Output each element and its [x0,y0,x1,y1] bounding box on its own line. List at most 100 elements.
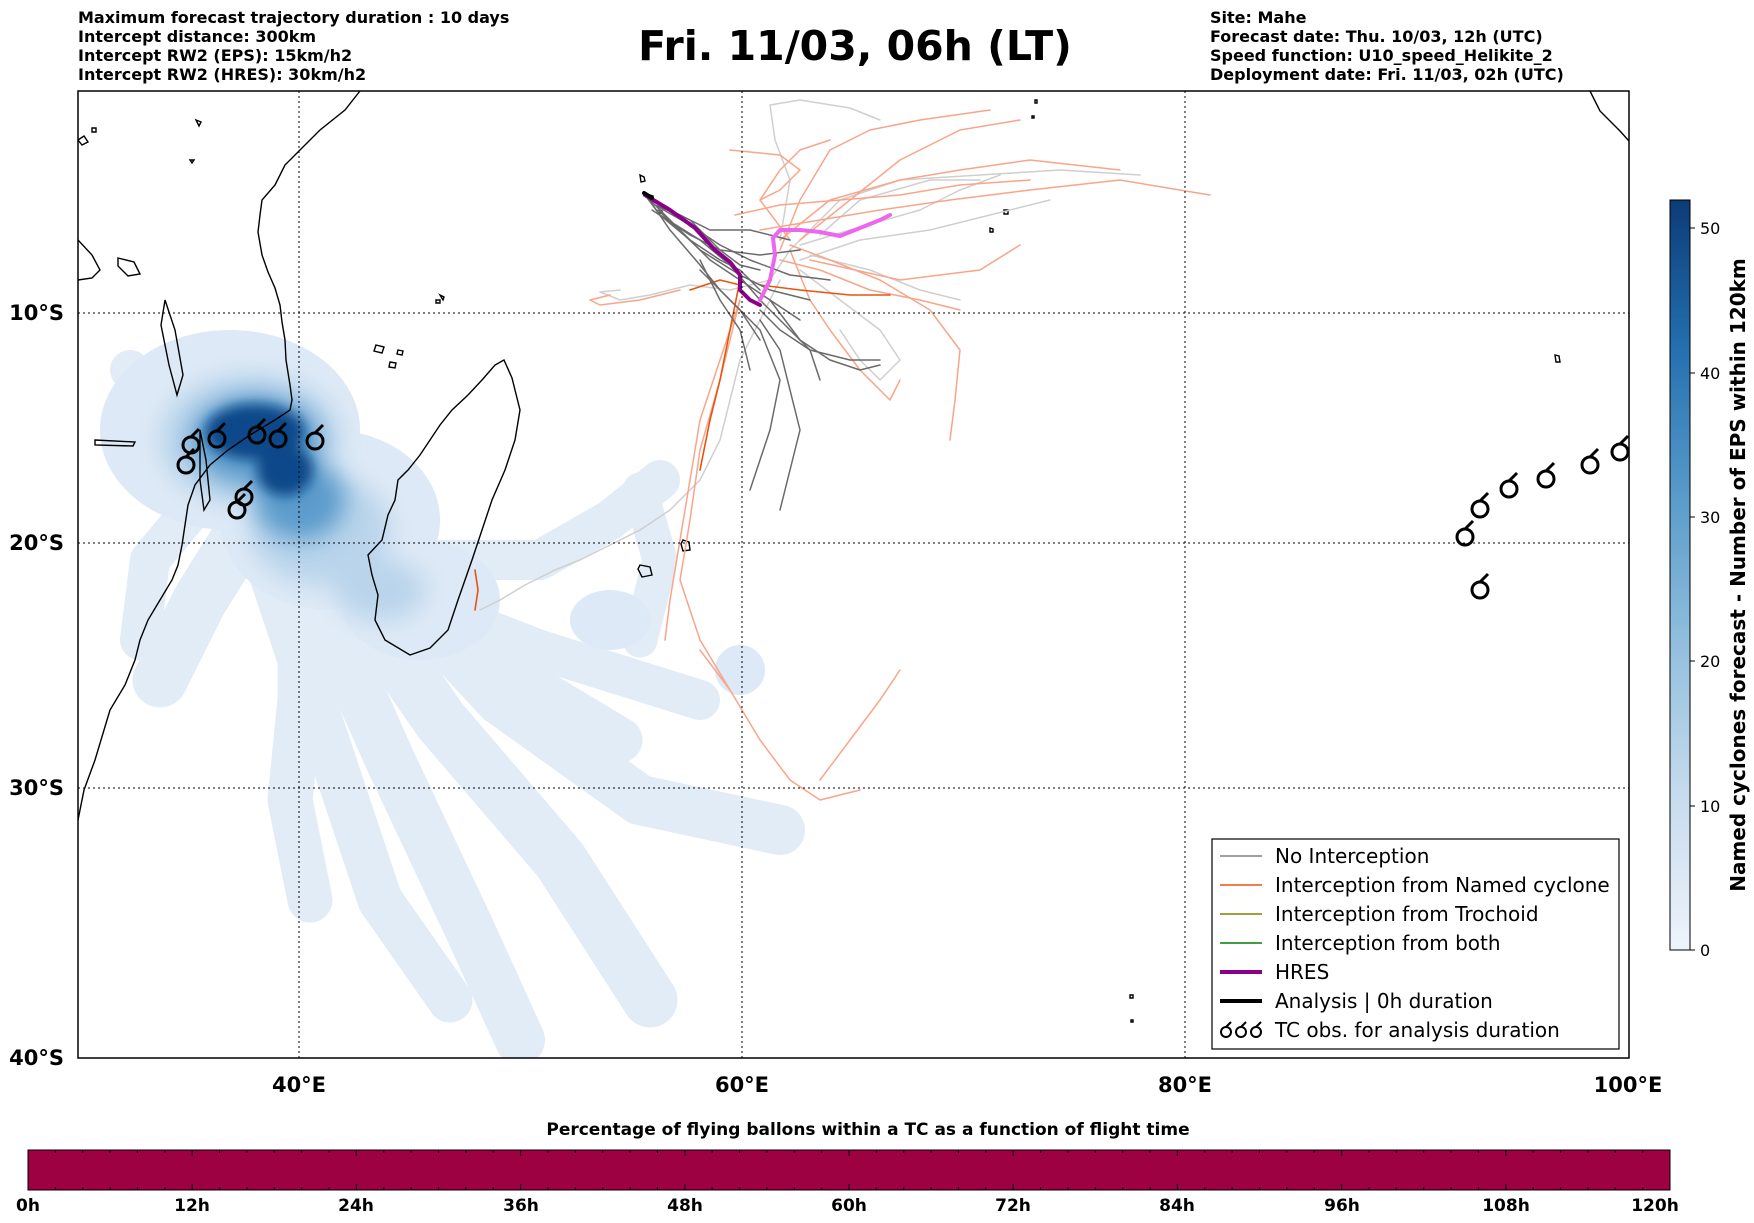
colorbar-title: Named cyclones forecast - Number of EPS … [1726,258,1750,892]
colorbar-ticks [1690,227,1695,951]
lake-victoria-coast [117,257,142,277]
legend-box [1211,838,1620,1050]
reunion-island [637,564,653,578]
legend-label: TC obs. for analysis duration [1274,1018,1560,1042]
madagascar-coastline [367,359,521,656]
flight-time-tick-label: 108h [1482,1196,1530,1216]
colorbar-tick-30: 30 [1700,508,1720,527]
colorbar-gradient [1669,199,1691,951]
flight-time-tick-label: 84h [1159,1196,1195,1216]
africa-coastline [78,91,361,821]
legend-item-analysis: Analysis | 0h duration [1220,989,1493,1013]
tc-obs-symbol [207,421,227,449]
colorbar-tick-50: 50 [1700,219,1720,238]
hres-track [643,193,762,307]
sumatra-coast [1589,91,1629,142]
lon-label-100e: 100°E [1594,1073,1663,1097]
hres-track-light [758,213,892,302]
latitude-labels: 10°S 20°S 30°S 40°S [9,301,64,1070]
flight-time-tick-label: 72h [995,1196,1031,1216]
tc-obs-symbol [305,423,325,451]
tc-obs-symbol [227,492,247,520]
colorbar-tick-10: 10 [1700,797,1720,816]
comoros-islands [373,344,404,369]
legend-item-both: Interception from both [1220,931,1501,955]
longitude-labels: 40°E 60°E 80°E 100°E [272,1073,1662,1097]
legend-item-tc-obs: TC obs. for analysis duration [1220,1018,1560,1042]
trajectories [474,99,1211,801]
tc-obs-symbol [1470,572,1490,600]
tc-obs-symbol [1536,461,1556,489]
tc-obs-symbol [247,417,267,445]
graticule [78,91,1629,1058]
tc-obs-symbol [1610,434,1629,462]
header-duration: Maximum forecast trajectory duration : 1… [78,8,510,27]
legend: No Interception Interception from Named … [1211,838,1620,1050]
north-africa-tip [78,118,202,165]
map-title: Fri. 11/03, 06h (LT) [638,22,1072,70]
flight-time-bar: Percentage of flying ballons within a TC… [16,1120,1679,1216]
somalia-coast [78,239,101,281]
lon-label-40e: 40°E [272,1073,326,1097]
flight-time-labels: 0h 12h 24h 36h 48h 60h 72h 84h 96h 108h … [16,1196,1679,1216]
density-colorbar: 0 10 20 30 40 50 Named cyclones forecast… [1669,199,1750,960]
header-speed-function: Speed function: U10_speed_Helikite_2 [1210,46,1553,65]
flight-time-minor-ticks [27,1150,1671,1190]
legend-label: Analysis | 0h duration [1275,989,1493,1013]
tc-symbol-icon [1220,1021,1262,1038]
tc-obs-symbol [268,421,288,449]
header-intercept-eps: Intercept RW2 (EPS): 15km/h2 [78,46,353,65]
map-border [77,90,1630,1059]
legend-item-hres: HRES [1220,960,1329,984]
flight-time-tick-label: 0h [16,1196,40,1216]
legend-label: Interception from both [1275,931,1501,955]
flight-time-tick-label: 96h [1324,1196,1360,1216]
lon-label-80e: 80°E [1158,1073,1212,1097]
flight-time-tick-label: 24h [338,1196,374,1216]
header-site: Site: Mahe [1210,8,1307,27]
legend-label: Interception from Named cyclone [1275,873,1610,897]
header-intercept-distance: Intercept distance: 300km [78,27,317,46]
flight-time-tick-label: 60h [831,1196,867,1216]
late-named-cyclone-tracks [589,109,1211,801]
tc-obs-symbol [1455,519,1475,547]
chagos-islands [989,209,1009,233]
tc-obs-symbol [1580,447,1600,475]
maldives-dots [1031,99,1038,119]
colorbar-tick-20: 20 [1700,652,1720,671]
tc-obs-symbol [1499,471,1519,499]
mauritius-island [680,539,691,552]
lon-label-60e: 60°E [715,1073,769,1097]
analysis-track [642,191,654,200]
lat-label-10s: 10°S [9,301,64,325]
legend-item-no-interception: No Interception [1220,844,1429,868]
legend-label: HRES [1275,960,1329,984]
coastlines [78,91,1629,1023]
lake-malawi [199,429,211,513]
header-deployment-date: Deployment date: Fri. 11/03, 02h (UTC) [1210,65,1564,84]
colorbar-tick-40: 40 [1700,364,1720,383]
flight-time-fill [27,1149,1671,1191]
legend-label: Interception from Trochoid [1275,902,1539,926]
cocos-islands [1554,354,1561,363]
flight-time-tick-label: 12h [174,1196,210,1216]
lake-small [94,439,137,447]
lat-label-40s: 40°S [9,1046,64,1070]
mozambique-channel-dots [435,293,445,304]
header-info-right: Site: Mahe Forecast date: Thu. 10/03, 12… [1210,8,1564,84]
amsterdam-island [1129,994,1134,1023]
header-intercept-hres: Intercept RW2 (HRES): 30km/h2 [78,65,367,84]
flight-time-tick-label: 48h [667,1196,703,1216]
lat-label-20s: 20°S [9,531,64,555]
colorbar-tick-0: 0 [1700,941,1710,960]
legend-item-trochoid: Interception from Trochoid [1220,902,1539,926]
tc-obs-symbol [176,447,196,475]
tc-obs-symbol [1470,491,1490,519]
header-info-left: Maximum forecast trajectory duration : 1… [78,8,509,84]
flight-time-title: Percentage of flying ballons within a TC… [546,1120,1189,1140]
header-forecast-date: Forecast date: Thu. 10/03, 12h (UTC) [1210,27,1543,46]
lat-label-30s: 30°S [9,776,64,800]
legend-label: No Interception [1275,844,1429,868]
tc-observations [176,417,1629,600]
